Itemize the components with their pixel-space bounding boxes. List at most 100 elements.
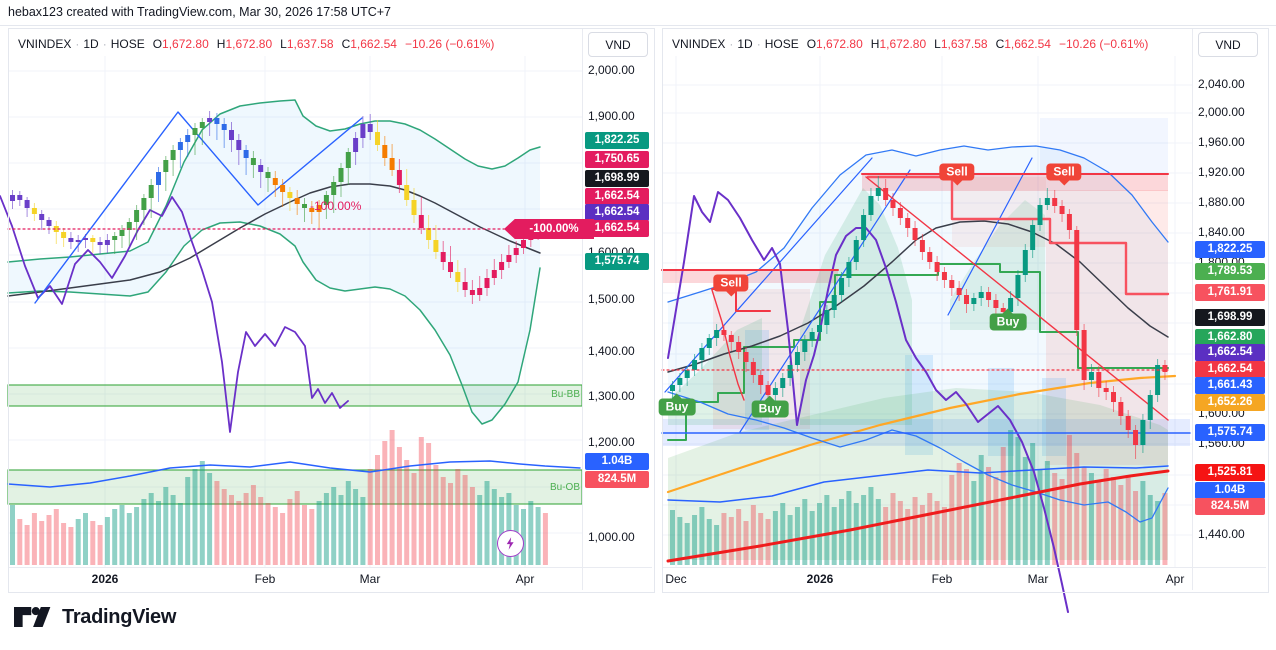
price-tick-label: 1,440.00 (1198, 527, 1245, 541)
interval[interactable]: 1D (737, 37, 753, 51)
symbol-legend-right: VNINDEX · 1D · HOSE O1,672.80 H1,672.80 L1,637.… (672, 37, 1149, 51)
price-scale-divider-left (582, 29, 583, 590)
change-value: −10.26 (−0.61%) (404, 37, 495, 51)
price-badge: 1,525.81 (1195, 464, 1265, 481)
sell-signal-badge: Sell (1046, 163, 1082, 186)
ohlc-key: H (870, 37, 880, 51)
time-axis-divider-left (9, 567, 652, 568)
ohlc-value: 1,672.80 (162, 37, 209, 51)
zone-label: Bu-BB (551, 389, 580, 400)
price-tick-label: 1,920.00 (1198, 165, 1245, 179)
ohlc-key: L (934, 37, 941, 51)
price-badge: 1,822.25 (1195, 241, 1265, 258)
buy-signal-badge: Buy (989, 308, 1027, 331)
sell-signal-badge: Sell (939, 163, 975, 186)
price-badge: 1,575.74 (585, 253, 649, 270)
time-axis-label: Mar (359, 572, 381, 586)
tradingview-mark-icon (14, 607, 51, 627)
ohlc-key: C (995, 37, 1005, 51)
chart-panel-left (8, 28, 655, 593)
buy-pointer (671, 389, 682, 399)
price-badge: 824.5M (1195, 498, 1265, 515)
price-badge: 1,662.54 (1195, 361, 1265, 378)
price-tick-label: 2,000.00 (588, 63, 635, 77)
price-badge: 1,789.53 (1195, 263, 1265, 280)
price-badge: 1,662.54 (585, 204, 649, 221)
attribution-text: hebax123 created with TradingView.com, M… (8, 5, 391, 19)
price-tick-label: 1,200.00 (588, 435, 635, 449)
ohlc-value: 1,637.58 (940, 37, 988, 51)
price-badge: 1.04B (585, 453, 649, 470)
time-axis-label: Apr (515, 572, 535, 586)
time-axis-label: 2026 (91, 572, 119, 586)
price-badge: 1,698.99 (1195, 309, 1265, 326)
change-value: −10.26 (−0.61%) (1058, 37, 1149, 51)
price-badge: 1,698.99 (585, 170, 649, 187)
time-axis-divider-right (663, 567, 1266, 568)
symbol-name[interactable]: VNINDEX (672, 37, 726, 51)
price-badge: 1,662.80 (1195, 329, 1265, 346)
price-badge: 1,661.43 (1195, 377, 1265, 394)
time-axis-label: Dec (665, 572, 687, 586)
price-tick-label: 1,400.00 (588, 344, 635, 358)
currency-button[interactable]: VND (588, 32, 648, 57)
price-badge: 1,662.54 (1195, 344, 1265, 361)
ohlc-value: 1,672.80 (816, 37, 863, 51)
price-tick-label: 1,840.00 (1198, 225, 1245, 239)
ohlc-key: O (152, 37, 163, 51)
time-axis-label: Mar (1027, 572, 1049, 586)
price-tick-label: 1,960.00 (1198, 135, 1245, 149)
price-badge: 1,575.74 (1195, 424, 1265, 441)
chart-panel-right (662, 28, 1269, 593)
ohlc-value: 1,672.80 (879, 37, 927, 51)
ohlc-value: 1,662.54 (350, 37, 397, 51)
price-tick-label: 1,000.00 (588, 530, 635, 544)
fib-percent-tag: -100.00% (504, 219, 594, 239)
time-axis-label: 2026 (806, 572, 834, 586)
fib-percent-label: -100.00% (310, 199, 362, 213)
ohlc-value: 1,662.54 (1004, 37, 1051, 51)
ohlc-value: 1,637.58 (286, 37, 334, 51)
ohlc-value: 1,672.80 (225, 37, 273, 51)
price-tick-label: 1,900.00 (588, 109, 635, 123)
symbol-legend-left: VNINDEX · 1D · HOSE O1,672.80 H1,672.80 L1,637.… (18, 37, 495, 51)
ohlc-key: L (280, 37, 287, 51)
buy-signal-badge: Buy (751, 395, 789, 418)
idea-flash-button[interactable] (497, 530, 524, 557)
buy-pointer (764, 391, 775, 401)
tradingview-wordmark: TradingView (62, 605, 177, 628)
ohlc-key: O (806, 37, 817, 51)
price-badge: 1.04B (1195, 482, 1265, 499)
price-tick-label: 1,300.00 (588, 389, 635, 403)
price-badge: 1,761.91 (1195, 284, 1265, 301)
interval[interactable]: 1D (83, 37, 99, 51)
price-tick-label: 1,880.00 (1198, 195, 1245, 209)
sell-pointer (1058, 180, 1069, 191)
price-badge: 824.5M (585, 471, 649, 488)
buy-signal-badge: Buy (658, 393, 696, 416)
price-scale-divider-right (1192, 29, 1193, 590)
price-tick-label: 2,000.00 (1198, 105, 1245, 119)
sell-signal-badge: Sell (713, 274, 749, 297)
tradingview-logo[interactable]: TradingView (14, 604, 176, 630)
time-axis-label: Apr (1165, 572, 1185, 586)
symbol-name[interactable]: VNINDEX (18, 37, 72, 51)
price-badge: 1,652.26 (1195, 394, 1265, 411)
lightning-icon (506, 537, 514, 550)
sell-pointer (951, 180, 962, 191)
price-tick-label: 1,500.00 (588, 292, 635, 306)
price-badge: 1,822.25 (585, 132, 649, 149)
sell-pointer (725, 291, 736, 302)
zone-label: Bu-OB (549, 482, 580, 493)
buy-pointer (1002, 304, 1013, 314)
exchange[interactable]: HOSE (110, 37, 145, 51)
ohlc-key: C (341, 37, 351, 51)
currency-button[interactable]: VND (1198, 32, 1258, 57)
price-badge: 1,750.65 (585, 151, 649, 168)
exchange[interactable]: HOSE (764, 37, 799, 51)
price-badge: 1,662.54 (585, 188, 649, 205)
time-axis-label: Feb (931, 572, 953, 586)
header-divider (0, 25, 1276, 26)
